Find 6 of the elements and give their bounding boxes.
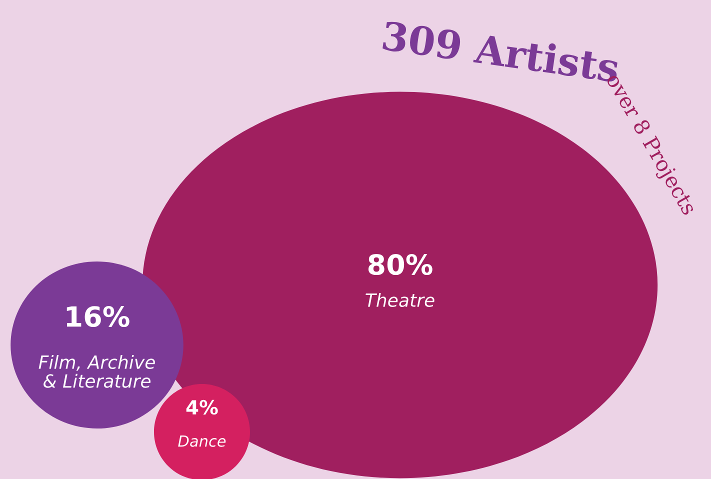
- data-label: 16%: [66, 306, 130, 328]
- category-label: Film, Archive & Literature: [38, 355, 155, 388]
- category-label: Dance: [178, 435, 226, 447]
- category-label: Theatre: [366, 293, 434, 307]
- data-label: 80%: [368, 254, 432, 276]
- data-label: 4%: [186, 400, 218, 415]
